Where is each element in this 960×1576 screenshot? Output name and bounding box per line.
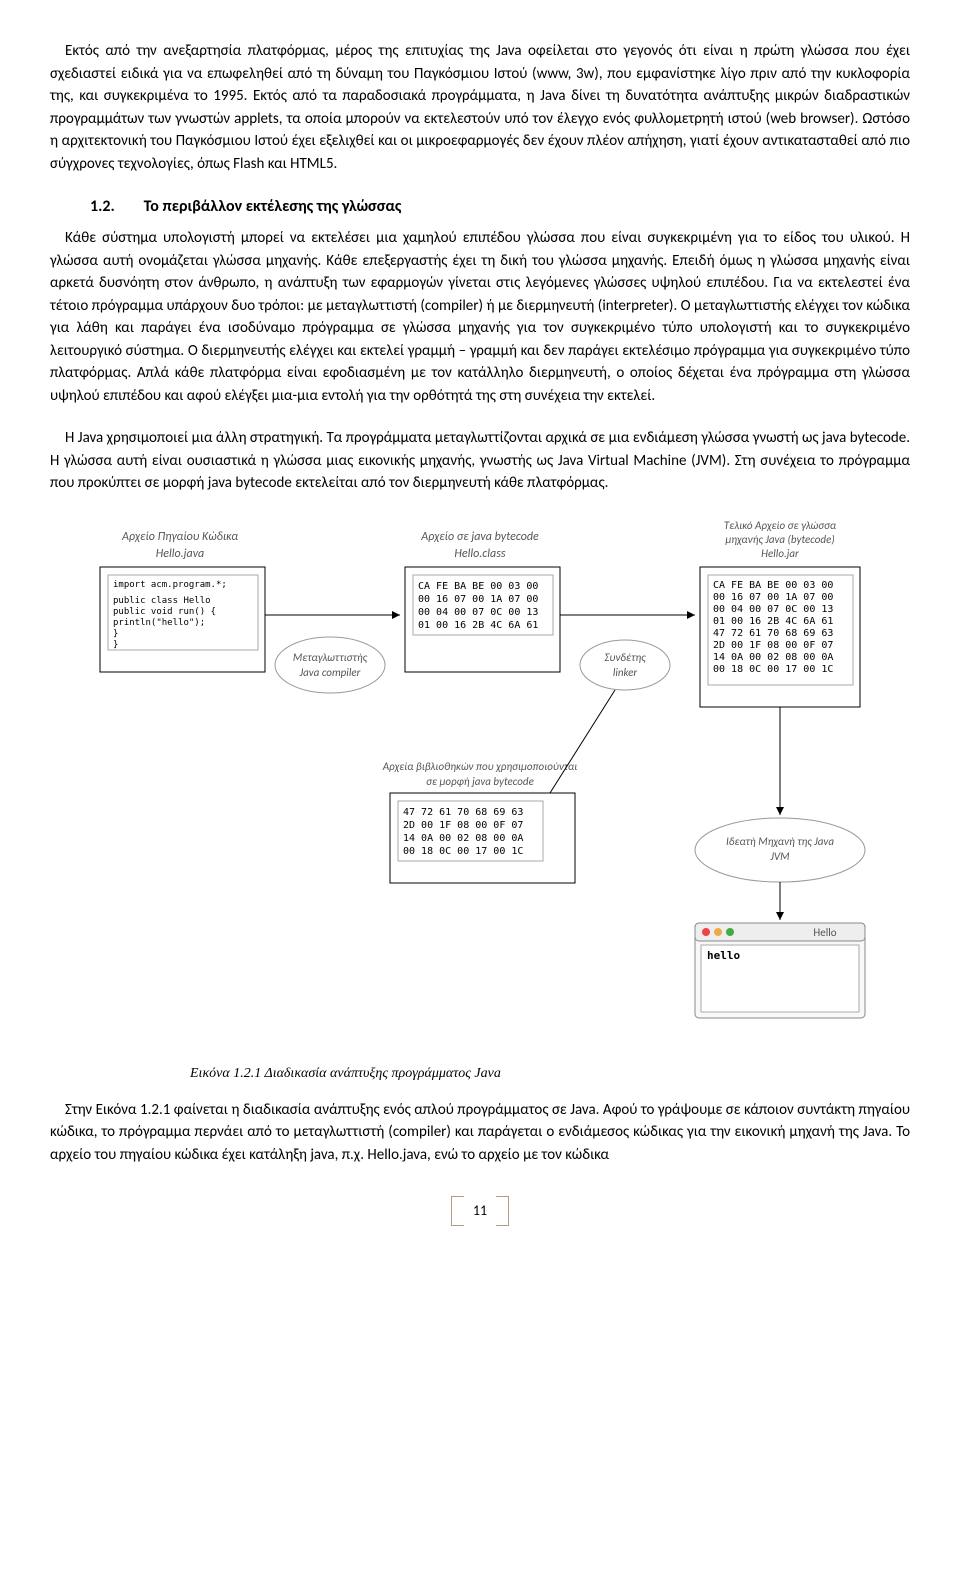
box4-c3: 00 18 0C 00 17 00 1C	[403, 846, 523, 857]
box3-c2: 00 04 00 07 0C 00 13	[713, 604, 833, 615]
link2-l2: linker	[613, 666, 638, 679]
box3-c5: 2D 00 1F 08 00 0F 07	[713, 640, 833, 651]
box1-title2: Hello.java	[156, 547, 204, 561]
box3-c1: 00 16 07 00 1A 07 00	[713, 592, 833, 603]
box3-c6: 14 0A 00 02 08 00 0A	[713, 652, 833, 663]
box4-c1: 2D 00 1F 08 00 0F 07	[403, 820, 523, 831]
box4-title1: Αρχεία βιβλιοθηκών που χρησιμοποιούνται	[382, 760, 578, 773]
page-number-area: 11	[50, 1196, 910, 1226]
paragraph-2: Κάθε σύστημα υπολογιστή μπορεί να εκτελέ…	[50, 227, 910, 407]
box2-c2: 00 04 00 07 0C 00 13	[418, 607, 538, 618]
box3-title2: μηχανής Java (bytecode)	[725, 533, 834, 546]
out-title: Hello	[813, 926, 836, 939]
section-title: Το περιβάλλον εκτέλεσης της γλώσσας	[144, 197, 402, 216]
jvm-t2: JVM	[769, 850, 790, 863]
section-heading: 1.2. Το περιβάλλον εκτέλεσης της γλώσσας	[90, 195, 910, 219]
paragraph-1: Εκτός από την ανεξαρτησία πλατφόρμας, μέ…	[50, 40, 910, 175]
box3-c4: 47 72 61 70 68 69 63	[713, 628, 833, 639]
box3-title3: Hello.jar	[761, 547, 799, 560]
box4-c2: 14 0A 00 02 08 00 0A	[403, 833, 523, 844]
box3-c0: CA FE BA BE 00 03 00	[713, 580, 833, 591]
paragraph-4: Στην Εικόνα 1.2.1 φαίνεται η διαδικασία …	[50, 1099, 910, 1167]
box1-code-2: public class Hello	[113, 596, 211, 606]
paragraph-3: Η Java χρησιμοποιεί μια άλλη στρατηγική.…	[50, 427, 910, 495]
box4-title2: σε μορφή java bytecode	[426, 775, 534, 788]
box1-code-0: import acm.program.*;	[113, 580, 227, 590]
box3-c7: 00 18 0C 00 17 00 1C	[713, 664, 833, 675]
page-number: 11	[468, 1200, 492, 1221]
link1-l2: Java compiler	[299, 666, 361, 679]
out-text: hello	[707, 949, 740, 962]
compilation-diagram: Αρχείο Πηγαίου Κώδικα Hello.java import …	[70, 515, 890, 1053]
box2-c3: 01 00 16 2B 4C 6A 61	[418, 620, 538, 631]
box1-title1: Αρχείο Πηγαίου Κώδικα	[121, 530, 238, 544]
box3-c3: 01 00 16 2B 4C 6A 61	[713, 616, 833, 627]
box4-c0: 47 72 61 70 68 69 63	[403, 807, 523, 818]
box1-code-3: public void run() {	[113, 607, 216, 617]
box1-code-6: }	[113, 640, 118, 650]
jvm-t1: Ιδεατή Μηχανή της Java	[726, 835, 834, 848]
section-number: 1.2.	[90, 195, 140, 219]
link2-l1: Συνδέτης	[604, 651, 646, 664]
link1-l1: Μεταγλωττιστής	[293, 651, 368, 664]
box2-c0: CA FE BA BE 00 03 00	[418, 581, 538, 592]
box3-title1: Τελικό Αρχείο σε γλώσσα	[724, 519, 837, 532]
box1-code-5: }	[113, 629, 118, 639]
box2-c1: 00 16 07 00 1A 07 00	[418, 594, 538, 605]
box2-title1: Αρχείο σε java bytecode	[420, 530, 539, 544]
figure-caption: Εικόνα 1.2.1 Διαδικασία ανάπτυξης προγρά…	[190, 1063, 910, 1084]
box1-code-4: println("hello");	[113, 618, 205, 628]
box2-title2: Hello.class	[454, 547, 505, 561]
